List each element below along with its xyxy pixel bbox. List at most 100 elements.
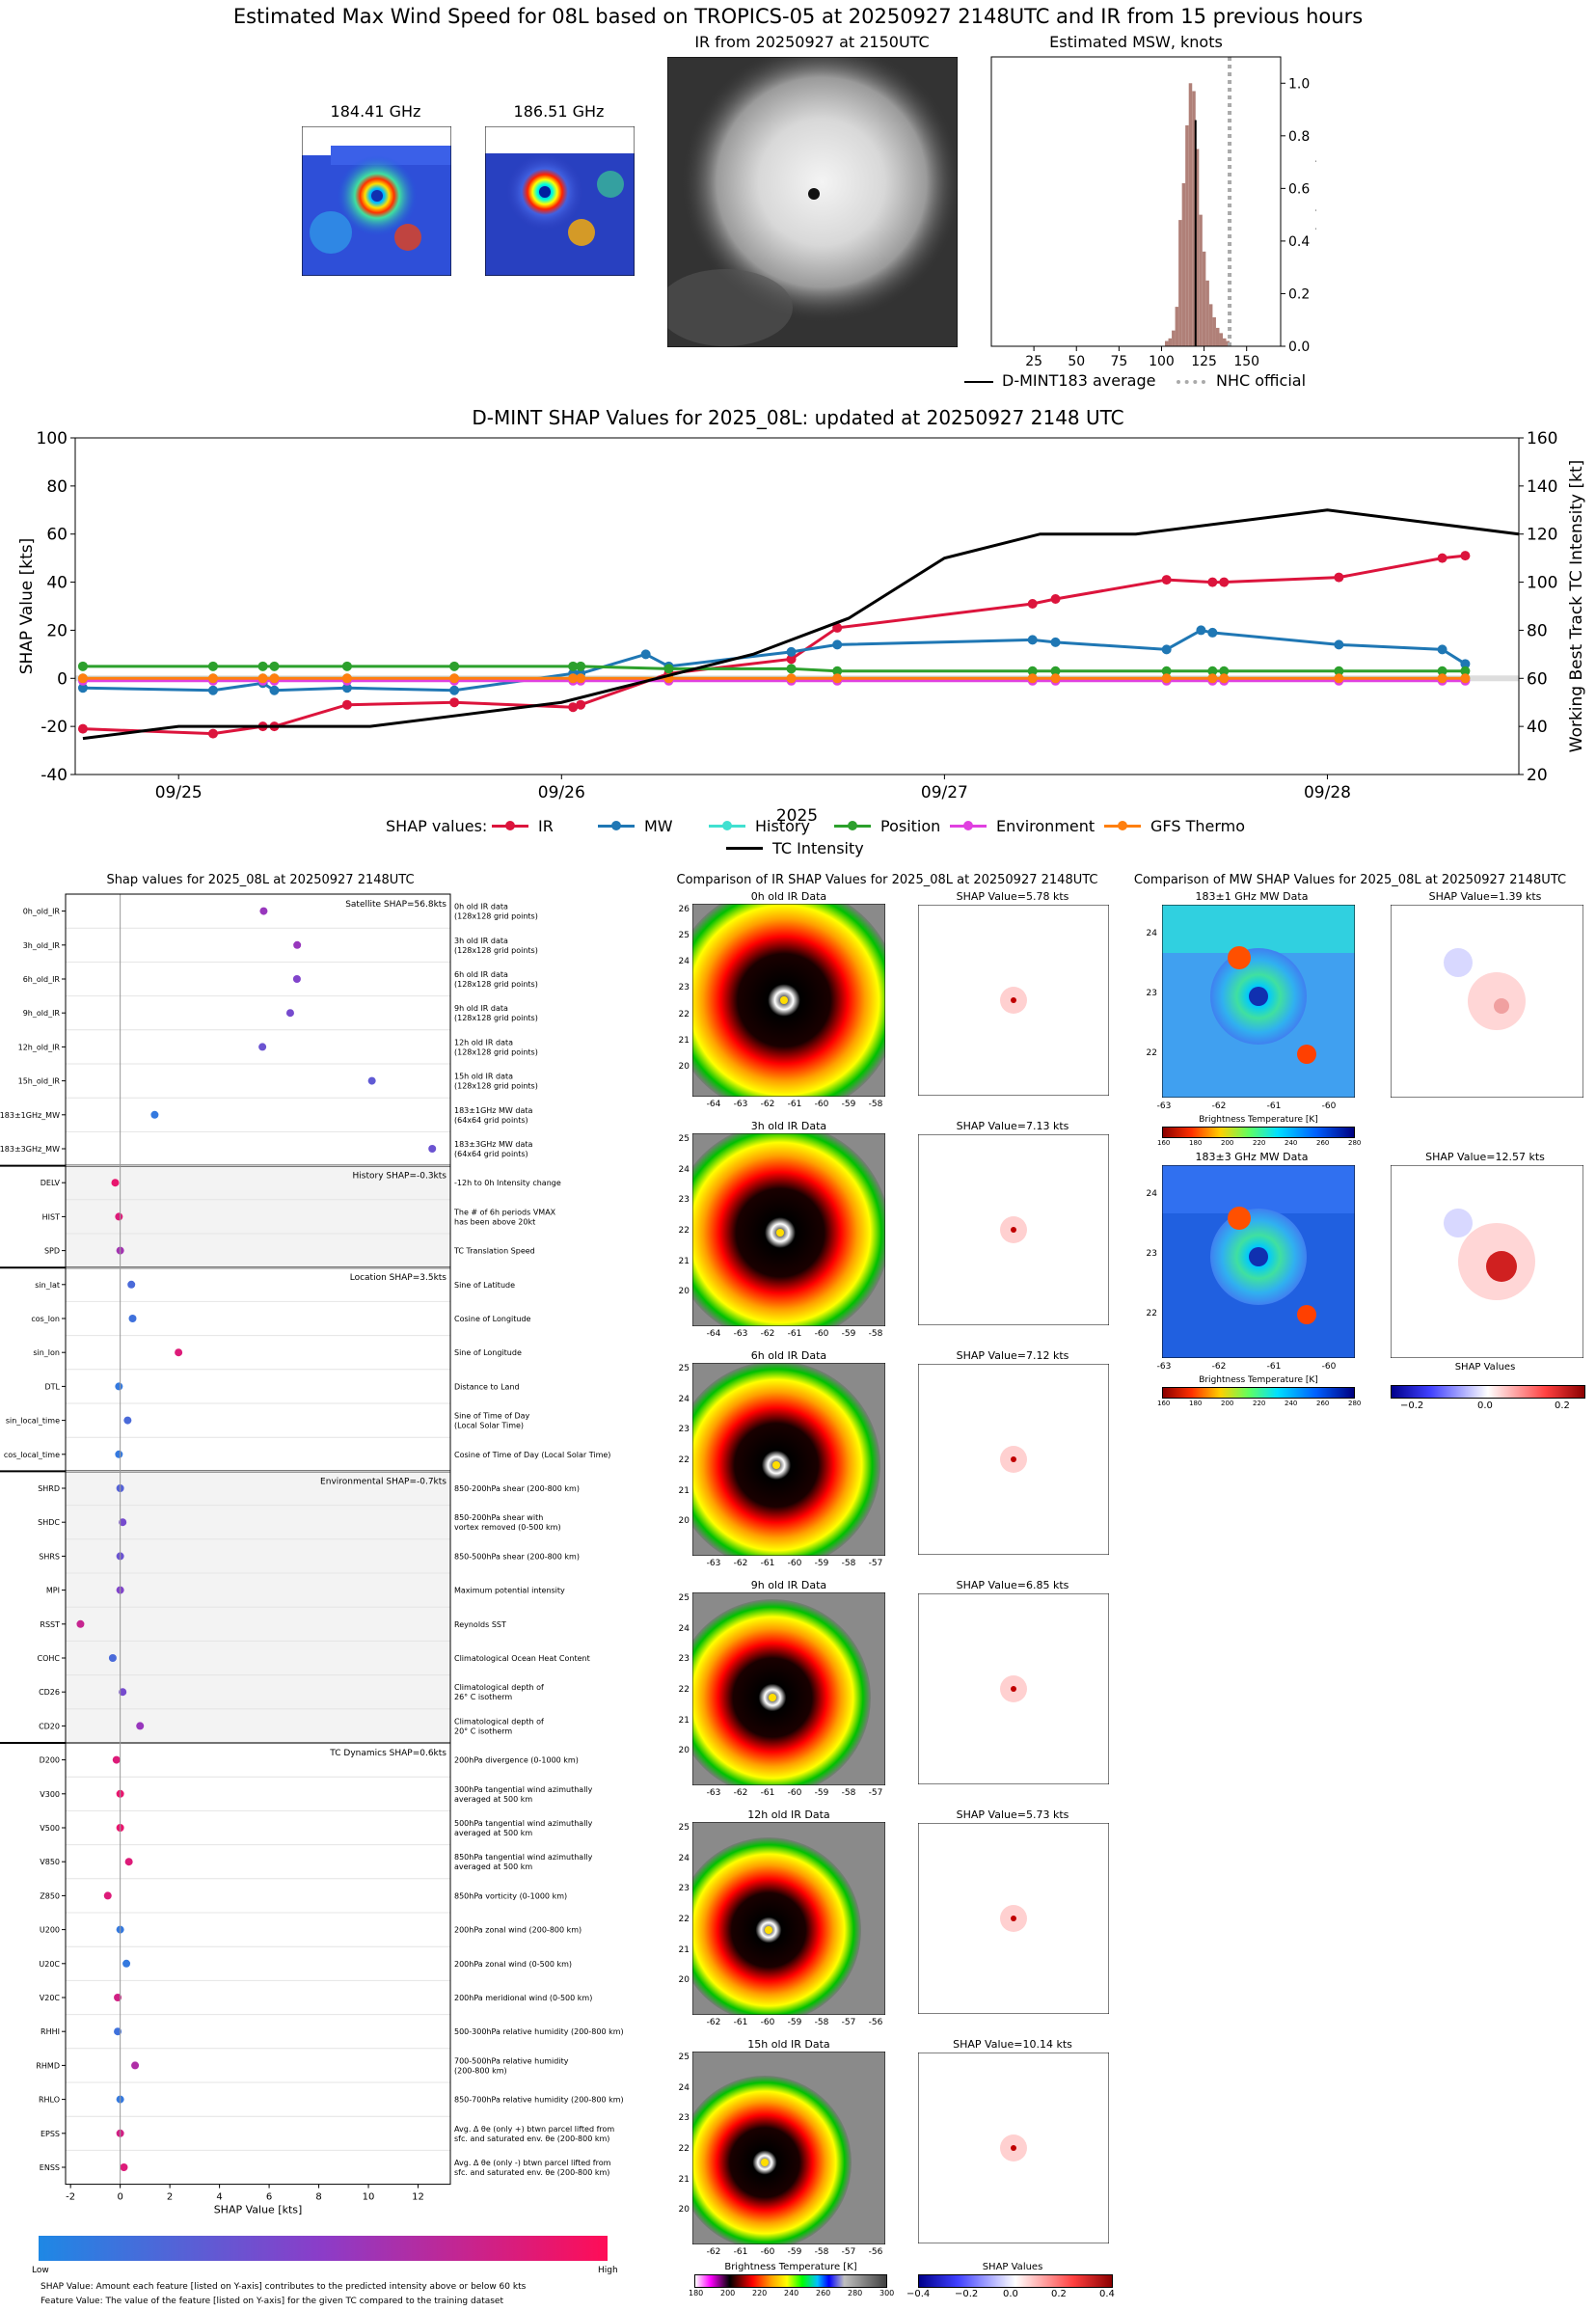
feature-description: 200hPa meridional wind (0-500 km) — [454, 1994, 592, 2002]
feature-description: Avg. Δ θe (only +) btwn parcel lifted fr… — [454, 2125, 614, 2134]
ir-xtick-label: -60 — [760, 2247, 775, 2257]
ir-xtick-label: -63 — [733, 1329, 748, 1339]
feature-point — [108, 1654, 117, 1662]
series-point-mw — [1437, 644, 1447, 655]
ir-eye — [772, 1461, 780, 1469]
ir-ytick-label: 24 — [678, 1164, 690, 1175]
ts-ytick-label: 80 — [46, 477, 68, 497]
ir-xtick-label: -63 — [733, 1100, 748, 1109]
feature-description: averaged at 500 km — [454, 1795, 532, 1804]
ir-image — [667, 57, 958, 347]
feature-point — [293, 940, 302, 949]
mw-xtick-label: -62 — [1211, 1362, 1227, 1372]
feature-point — [115, 1382, 123, 1391]
ir-storm — [692, 1363, 880, 1556]
ts-legend-marker — [505, 821, 515, 830]
hist-bar — [1168, 338, 1173, 346]
ir-cbar-tick: 240 — [784, 2289, 799, 2297]
feature-point — [111, 1179, 120, 1187]
ir-ytick-label: 25 — [678, 1134, 690, 1144]
feature-name: SHDC — [38, 1518, 60, 1527]
ir-xtick-label: -56 — [868, 2247, 883, 2257]
feature-description: 200hPa zonal wind (200-800 km) — [454, 1926, 582, 1935]
mw-cbar-tick: 180 — [1189, 1139, 1203, 1147]
feature-point — [175, 1348, 183, 1357]
hist-bar — [1205, 280, 1209, 346]
feature-name: D200 — [40, 1756, 60, 1765]
ir-xtick-label: -63 — [706, 1559, 721, 1568]
feature-description: Climatological Ocean Heat Content — [454, 1654, 590, 1663]
mw-image-1-title: 184.41 GHz — [330, 102, 421, 121]
feature-point — [150, 1110, 159, 1119]
feature-description: averaged at 500 km — [454, 1829, 532, 1837]
ir-ytick-label: 20 — [678, 1061, 690, 1072]
ir-xtick-label: -60 — [760, 2018, 775, 2027]
mw-cbar-tick: 240 — [1285, 1400, 1298, 1407]
series-point-gfs-thermo — [786, 673, 797, 684]
ir-row-title: 6h old IR Data — [750, 1349, 827, 1362]
feature-description: 15h old IR data — [454, 1073, 513, 1081]
feature-description: Climatological depth of — [454, 1683, 544, 1692]
ir-ytick-label: 25 — [678, 931, 690, 941]
hist-ytick-label: 0.4 — [1288, 234, 1310, 250]
feature-point — [114, 1994, 122, 2001]
feature-description: (128x128 grid points) — [454, 980, 538, 989]
color-scale-high: High — [598, 2266, 618, 2275]
mw-shap-title: SHAP Value=12.57 kts — [1425, 1151, 1545, 1163]
ir-shap-center — [1011, 1686, 1016, 1692]
series-point-mw — [786, 646, 797, 657]
ir-xtick-label: -63 — [706, 1788, 721, 1798]
ir-ytick-label: 21 — [678, 1715, 690, 1726]
feature-point — [127, 1280, 136, 1289]
ts-ytick-label: 100 — [37, 429, 68, 449]
ir-xtick-label: -59 — [841, 1100, 856, 1109]
feature-description: Cosine of Longitude — [454, 1315, 531, 1323]
ir-storm — [692, 1599, 871, 1785]
ir-xtick-label: -61 — [787, 1100, 802, 1109]
mw-eye — [1249, 987, 1268, 1006]
series-point-gfs-thermo — [568, 673, 579, 684]
mw-cbar-tick: 200 — [1221, 1139, 1234, 1147]
legend-nhc-line — [1177, 380, 1205, 384]
ir-cbar-tick: 300 — [879, 2289, 895, 2297]
ir-ytick-label: 23 — [678, 1654, 690, 1665]
feature-name: cos_local_time — [4, 1451, 60, 1459]
feature-description: 0h old IR data — [454, 903, 508, 911]
beeswarm-xtick-label: 8 — [315, 2192, 321, 2203]
legend-nhc-label: NHC official — [1216, 371, 1307, 390]
ir-xtick-label: -58 — [814, 2018, 829, 2027]
tc-intensity-line — [82, 508, 1520, 741]
feature-name: SHRD — [38, 1484, 60, 1493]
ts-y2tick-label: 160 — [1527, 429, 1557, 449]
ts-ylabel: SHAP Value [kts] — [17, 538, 37, 675]
series-point-mw — [1460, 659, 1471, 669]
color-scale — [39, 2236, 608, 2261]
series-point-ir — [1050, 594, 1061, 605]
ir-cbar-tick: 280 — [848, 2289, 863, 2297]
feature-name: U200 — [40, 1926, 60, 1935]
mw-ytick-label: 22 — [1146, 1048, 1157, 1058]
hist-bar — [1199, 214, 1203, 346]
ir-xtick-label: -64 — [706, 1329, 721, 1339]
feature-description: (64x64 grid points) — [454, 1116, 528, 1125]
ts-legend-label: GFS Thermo — [1150, 817, 1245, 835]
mw-cbar-tick: 220 — [1253, 1139, 1266, 1147]
ir-xtick-label: -62 — [733, 1559, 748, 1568]
ir-storm — [692, 1133, 885, 1326]
feature-name: DELV — [41, 1179, 61, 1187]
ir-xtick-label: -60 — [814, 1100, 829, 1109]
feature-point — [76, 1619, 85, 1628]
ir-xtick-label: -61 — [787, 1329, 802, 1339]
series-point-position — [1050, 666, 1061, 676]
feature-description: 500hPa tangential wind azimuthally — [454, 1819, 593, 1828]
ir-cbar-tick: 260 — [816, 2289, 831, 2297]
ir-ytick-label: 26 — [678, 905, 690, 914]
ir-eye — [761, 2159, 769, 2166]
ir-xtick-label: -61 — [760, 1788, 775, 1798]
beeswarm-xtick-label: -2 — [66, 2192, 75, 2203]
hist-bar — [1192, 91, 1196, 347]
feature-name: V300 — [40, 1790, 60, 1799]
ts-legend-marker — [1118, 821, 1127, 830]
hist-bar — [1188, 83, 1193, 346]
ir-ytick-label: 21 — [678, 1256, 690, 1266]
